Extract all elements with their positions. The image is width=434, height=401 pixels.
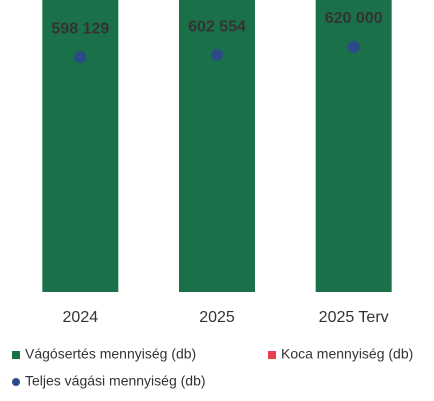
bar-segment <box>179 0 255 292</box>
legend-label: Teljes vágási mennyiség (db) <box>25 373 206 389</box>
total-label: 602 554 <box>188 18 246 35</box>
x-tick-label: 2025 Terv <box>319 309 389 326</box>
legend-label: Vágósertés mennyiség (db) <box>25 346 196 362</box>
x-tick-label: 2024 <box>63 309 99 326</box>
total-dot <box>211 49 223 62</box>
bar-segment <box>42 0 119 292</box>
total-label: 598 129 <box>51 20 109 37</box>
legend-marker <box>12 378 20 386</box>
legend-marker <box>12 351 20 359</box>
total-dot <box>347 40 360 53</box>
x-tick-label: 2025 <box>199 309 235 326</box>
legend-label: Koca mennyiség (db) <box>281 346 413 362</box>
total-dot <box>74 51 87 64</box>
total-label: 620 000 <box>325 10 383 27</box>
legend-marker <box>268 351 276 359</box>
